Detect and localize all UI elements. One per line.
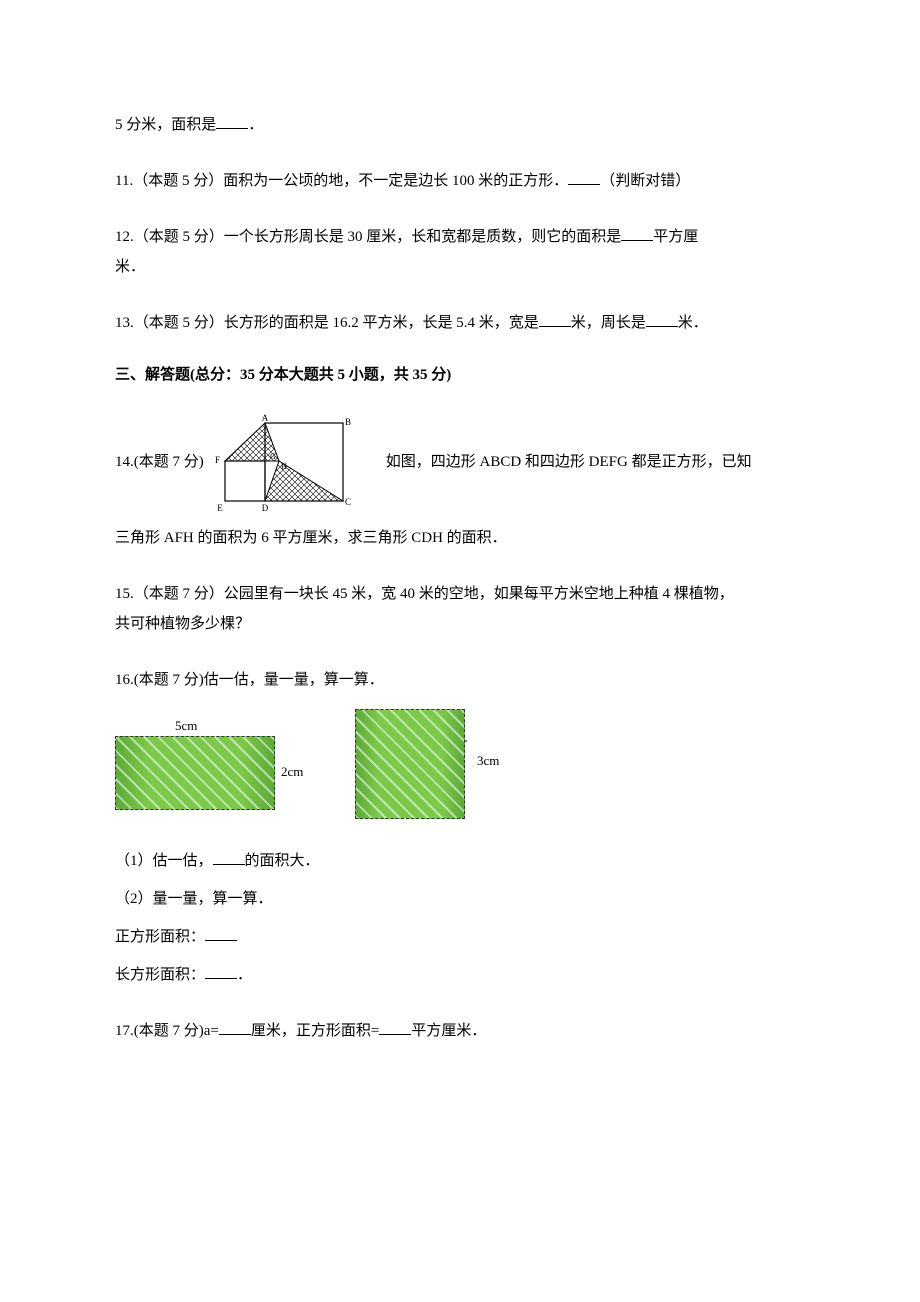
- q16-sub1-blank[interactable]: [213, 849, 245, 865]
- q15-line2: 共可种植物多少棵？: [115, 616, 250, 632]
- q13-c: 米．: [678, 315, 708, 331]
- svg-text:A: A: [262, 413, 269, 423]
- q10-tail: 5 分米，面积是 ．: [115, 110, 805, 140]
- q16-shapes: 5cm 2cm 3cm: [115, 709, 805, 827]
- page: 5 分米，面积是 ． 11.（本题 5 分）面积为一公顷的地，不一定是边长 100…: [0, 0, 920, 1302]
- svg-text:H: H: [281, 462, 287, 471]
- q11-blank[interactable]: [568, 169, 600, 185]
- svg-text:B: B: [345, 417, 351, 427]
- q10-text-b: ．: [248, 117, 263, 133]
- q14-row1: 14.(本题 7 分) A B C D E F: [115, 413, 805, 513]
- svg-text:E: E: [217, 503, 223, 513]
- q17-blank1[interactable]: [219, 1019, 251, 1035]
- q14-lead: 14.(本题 7 分): [115, 451, 204, 474]
- svg-text:D: D: [262, 503, 269, 513]
- q16-rect-blank[interactable]: [205, 963, 237, 979]
- q16-sub1-b: 的面积大．: [245, 853, 320, 869]
- q15: 15.（本题 7 分）公园里有一块长 45 米，宽 40 米的空地，如果每平方米…: [115, 579, 805, 639]
- q15-line1: 15.（本题 7 分）公园里有一块长 45 米，宽 40 米的空地，如果每平方米…: [115, 586, 734, 602]
- q13-blank1[interactable]: [539, 311, 571, 327]
- q11-suffix: （判断对错）: [600, 173, 690, 189]
- q12: 12.（本题 5 分）一个长方形周长是 30 厘米，长和宽都是质数，则它的面积是…: [115, 222, 805, 282]
- q12-line1: 12.（本题 5 分）一个长方形周长是 30 厘米，长和宽都是质数，则它的面积是: [115, 229, 621, 245]
- q16-sub1: （1）估一估， 的面积大．: [115, 846, 805, 876]
- q17-a: 17.(本题 7 分)a=: [115, 1023, 219, 1039]
- q17-b: 厘米，正方形面积=: [251, 1023, 379, 1039]
- svg-text:C: C: [345, 497, 351, 507]
- q16-square: [355, 709, 465, 819]
- q16-sq-blank[interactable]: [205, 925, 237, 941]
- q12-line3: 米．: [115, 259, 145, 275]
- q16-sub2: （2）量一量，算一算．: [115, 884, 805, 914]
- q14-trail: 如图，四边形 ABCD 和四边形 DEFG 都是正方形，已知: [386, 451, 752, 474]
- q13-blank2[interactable]: [646, 311, 678, 327]
- q16-sq-area: 正方形面积：: [115, 922, 805, 952]
- q11: 11.（本题 5 分）面积为一公顷的地，不一定是边长 100 米的正方形． （判断…: [115, 166, 805, 196]
- sq-right-label: 3cm: [477, 751, 499, 771]
- rect-top-label: 5cm: [175, 716, 197, 736]
- svg-text:F: F: [215, 455, 220, 465]
- q16-rect-label-a: 长方形面积：: [115, 967, 205, 983]
- q12-blank[interactable]: [621, 225, 653, 241]
- q16-rect-label-b: ．: [237, 967, 252, 983]
- rect-right-label: 2cm: [281, 762, 303, 782]
- q13: 13.（本题 5 分）长方形的面积是 16.2 平方米，长是 5.4 米，宽是 米…: [115, 308, 805, 338]
- q14-diagram: A B C D E F G H: [208, 413, 374, 513]
- q14-line2: 三角形 AFH 的面积为 6 平方厘米，求三角形 CDH 的面积．: [115, 523, 805, 553]
- section-3-title: 三、解答题(总分：35 分本大题共 5 小题，共 35 分): [115, 364, 805, 387]
- q13-b: 米，周长是: [571, 315, 646, 331]
- q16-rectangle: [115, 736, 275, 810]
- q12-suffix: 平方厘: [653, 229, 698, 245]
- q17-blank2[interactable]: [379, 1019, 411, 1035]
- svg-text:G: G: [270, 452, 276, 461]
- q16-square-block: 3cm: [355, 709, 505, 827]
- q16-sub1-a: （1）估一估，: [115, 853, 213, 869]
- q16-title: 16.(本题 7 分)估一估，量一量，算一算．: [115, 665, 805, 695]
- q10-text-a: 5 分米，面积是: [115, 117, 216, 133]
- q17-c: 平方厘米．: [411, 1023, 486, 1039]
- q11-prefix: 11.（本题 5 分）面积为一公顷的地，不一定是边长 100 米的正方形．: [115, 173, 568, 189]
- q13-a: 13.（本题 5 分）长方形的面积是 16.2 平方米，长是 5.4 米，宽是: [115, 315, 539, 331]
- q17: 17.(本题 7 分)a= 厘米，正方形面积= 平方厘米．: [115, 1016, 805, 1046]
- q16-sq-label: 正方形面积：: [115, 929, 205, 945]
- q16-rectangle-block: 5cm 2cm: [115, 718, 315, 818]
- q16-rect-area: 长方形面积： ．: [115, 960, 805, 990]
- q10-blank[interactable]: [216, 113, 248, 129]
